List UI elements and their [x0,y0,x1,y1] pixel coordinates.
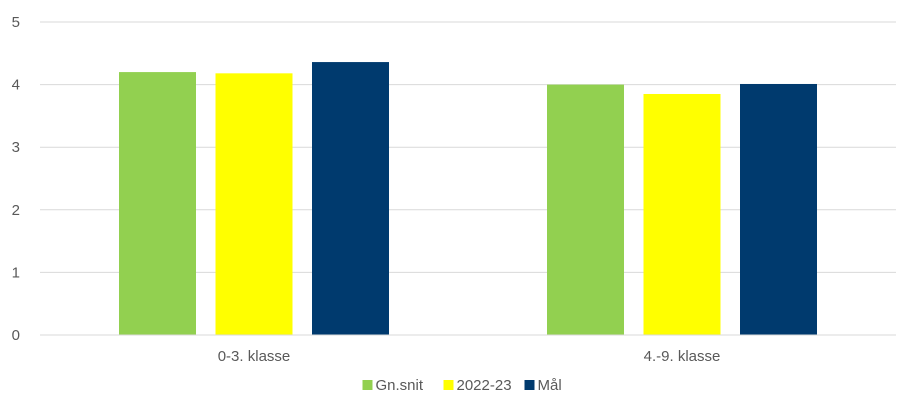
bar-0-1 [547,84,624,335]
y-axis-ticks: 0 1 2 3 4 5 [12,14,20,344]
y-tick-label: 3 [12,139,20,156]
y-tick-label: 4 [12,77,20,94]
legend: Gn.snit 2022-23 Mål [362,377,562,394]
y-tick-label: 5 [12,14,20,31]
x-category-label: 4.-9. klasse [644,348,721,365]
legend-swatch-1 [443,380,454,390]
x-category-label: 0-3. klasse [218,348,291,365]
y-tick-label: 1 [12,264,20,281]
legend-label: Mål [538,377,562,394]
legend-label: Gn.snit [376,377,424,394]
bar-0-0 [119,72,196,335]
legend-swatch-0 [362,380,373,390]
y-tick-label: 2 [12,202,20,219]
x-axis-category-labels: 0-3. klasse 4.-9. klasse [218,348,721,365]
bar-2-0 [312,62,389,336]
bars [119,62,817,336]
bar-1-1 [643,93,721,336]
y-tick-label: 0 [12,327,20,344]
legend-swatch-2 [524,380,535,390]
legend-label: 2022-23 [457,377,512,394]
bar-1-0 [215,73,293,335]
bar-2-1 [740,83,817,335]
